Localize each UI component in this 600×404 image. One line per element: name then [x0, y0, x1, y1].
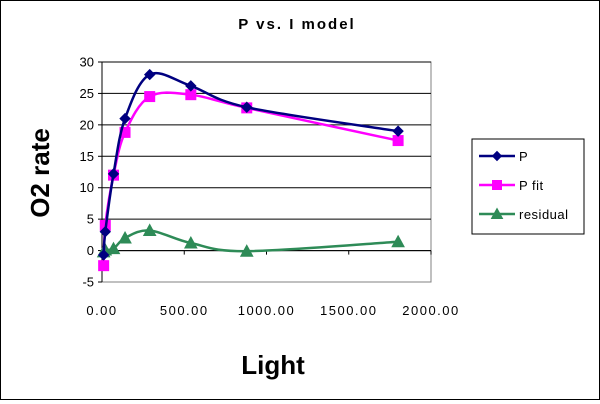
series-line-p: [102, 72, 399, 256]
legend-item-p-fit: P fit: [479, 178, 544, 193]
legend-marker-p: [491, 150, 503, 162]
chart-title: P vs. I model: [238, 16, 355, 33]
y-tick-label: 10: [80, 180, 94, 195]
legend: P P fit residual: [471, 138, 585, 235]
y-tick-label: 5: [87, 212, 94, 227]
legend-item-p: P: [479, 149, 528, 164]
series-layer: [96, 68, 405, 272]
data-point-p: [392, 125, 404, 137]
data-point-p-fit: [392, 135, 404, 147]
data-point-p: [107, 168, 120, 180]
legend-item-residual: residual: [479, 207, 569, 222]
legend-marker-p-fit: [492, 180, 502, 190]
x-axis-label: Light: [241, 350, 305, 380]
data-point-p-fit: [98, 260, 110, 272]
y-tick-label: 30: [80, 55, 94, 70]
x-tick-label: 0.00: [86, 303, 117, 318]
y-tick-label: -5: [82, 275, 94, 290]
x-tick-label: 1000.00: [238, 303, 296, 318]
y-tick-label: 25: [80, 86, 94, 101]
y-tick-label: 0: [87, 243, 94, 258]
data-point-residual: [142, 223, 157, 236]
y-tick-label: 20: [80, 117, 94, 132]
data-point-p: [185, 80, 197, 92]
plot-area: [101, 61, 432, 283]
data-point-p: [241, 101, 253, 113]
x-tick-label: 1500.00: [320, 303, 378, 318]
legend-marker-residual: [490, 207, 504, 219]
legend-label-p-fit: P fit: [519, 178, 544, 193]
data-point-residual: [106, 241, 121, 255]
data-point-p: [97, 249, 110, 261]
legend-label-residual: residual: [519, 207, 569, 222]
data-point-p: [143, 68, 156, 81]
data-point-p: [99, 226, 111, 238]
data-point-residual: [183, 235, 198, 249]
series-p: [97, 68, 404, 261]
data-point-p-fit: [144, 91, 156, 103]
data-point-residual: [239, 244, 254, 257]
y-tick-label: 15: [80, 149, 94, 164]
x-tick-labels: 0.00 500.00 1000.00 1500.00 2000.00: [86, 303, 460, 318]
data-point-residual: [391, 234, 405, 248]
y-axis-label: O2 rate: [25, 128, 55, 218]
legend-box: [471, 138, 585, 235]
x-tick-label: 500.00: [160, 303, 209, 318]
legend-label-p: P: [519, 149, 528, 164]
data-point-p: [119, 112, 131, 125]
x-tick-label: 2000.00: [402, 303, 460, 318]
y-tick-labels: -5 0 5 10 15 20 25 30: [80, 55, 94, 290]
data-point-residual: [118, 230, 132, 244]
gridlines: [98, 61, 432, 283]
